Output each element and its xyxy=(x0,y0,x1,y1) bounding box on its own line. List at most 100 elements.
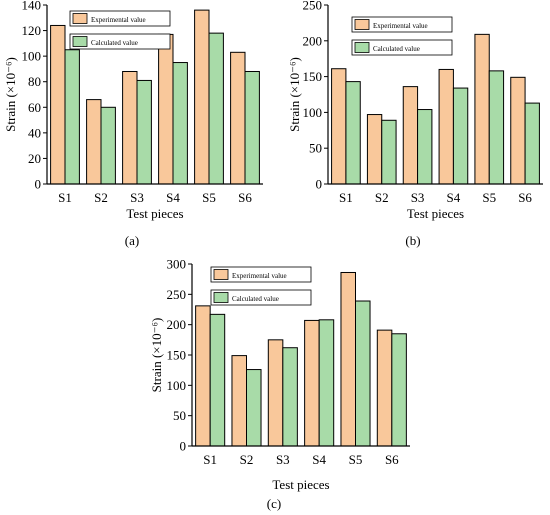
chart-1-y-tick-label: 200 xyxy=(303,33,323,48)
chart-0-x-tick-label: S1 xyxy=(58,190,72,205)
chart-0-legend: Experimental value Calculated value xyxy=(69,10,171,50)
chart-2-bar-s3-calculated xyxy=(282,347,298,447)
chart-2-y-tick-label: 150 xyxy=(167,348,187,363)
chart-0-y-tick-label: 40 xyxy=(28,125,41,140)
chart-2-x-tick-label: S6 xyxy=(385,452,399,467)
chart-1-y-tick-label: 0 xyxy=(316,177,323,192)
chart-2-y-tick-label: 100 xyxy=(167,378,187,393)
chart-1-y-tick-label: 250 xyxy=(303,0,323,13)
chart-1-x-tick-label: S4 xyxy=(447,190,461,205)
chart-2-bar-s2-calculated xyxy=(246,369,262,447)
chart-2-bar-s1-calculated xyxy=(209,313,226,447)
chart-1-bar-s6-experimental xyxy=(510,76,526,185)
chart-1-x-tick-label: S5 xyxy=(482,190,496,205)
chart-0-x-tick-label: S6 xyxy=(238,190,252,205)
chart-2-x-tick-label: S1 xyxy=(203,452,217,467)
chart-1-bar-s1-calculated xyxy=(345,81,361,185)
chart-1-bar-s4-calculated xyxy=(452,87,469,185)
chart-0-bar-s1-calculated xyxy=(64,49,80,185)
chart-1-legend-label-calculated: Calculated value xyxy=(373,45,420,53)
chart-2-x-tick-label: S3 xyxy=(276,452,290,467)
chart-0-legend-swatch-experimental xyxy=(72,13,88,24)
chart-2-legend-label-experimental: Experimental value xyxy=(232,272,287,280)
chart-0-bar-s1-experimental xyxy=(50,24,66,185)
chart-0-legend-label-experimental: Experimental value xyxy=(91,16,146,24)
chart-1-y-tick-label: 150 xyxy=(303,69,323,84)
chart-1-x-tick-label: S1 xyxy=(339,190,353,205)
chart-0-bar-s4-experimental xyxy=(158,33,174,185)
chart-1-x-tick-label: S6 xyxy=(518,190,532,205)
chart-0-x-tick-label: S4 xyxy=(166,190,180,205)
chart-0-y-tick-label: 60 xyxy=(28,100,41,115)
chart-2-legend-swatch-calculated xyxy=(213,292,229,303)
chart-2-bar-s6-calculated xyxy=(391,333,407,447)
chart-2-bar-s6-experimental xyxy=(376,329,393,447)
chart-2-bar-s4-experimental xyxy=(304,319,320,447)
chart-2-legend-box xyxy=(210,289,312,306)
chart-1-legend: Experimental value Calculated value xyxy=(351,16,453,56)
chart-2-x-tick-label: S5 xyxy=(349,452,363,467)
chart-2-bar-s4-calculated xyxy=(318,319,335,447)
chart-2-y-axis-label: Strain (×10⁻⁶) xyxy=(149,318,164,393)
chart-0-y-tick-label: 20 xyxy=(28,151,41,166)
chart-0-y-axis-label: Strain (×10⁻⁶) xyxy=(3,57,18,132)
chart-1-bar-s1-experimental xyxy=(331,68,347,185)
chart-1-legend-label-experimental: Experimental value xyxy=(373,22,428,30)
chart-0-bar-s6-experimental xyxy=(230,51,246,185)
chart-2-x-tick-label: S4 xyxy=(312,452,326,467)
chart-2-x-tick-label: S2 xyxy=(240,452,254,467)
chart-0-legend-label-calculated: Calculated value xyxy=(91,39,138,47)
chart-2-y-tick-label: 0 xyxy=(180,439,187,454)
chart-2-bar-s5-calculated xyxy=(355,300,371,447)
chart-0-bar-s3-calculated xyxy=(136,79,152,185)
chart-0-bar-s2-calculated xyxy=(100,106,116,185)
chart-1-x-tick-label: S3 xyxy=(411,190,425,205)
chart-1-bar-s3-experimental xyxy=(402,86,419,185)
chart-2-bar-s1-experimental xyxy=(195,305,211,447)
chart-0-y-tick-label: 120 xyxy=(22,23,42,38)
chart-1-y-axis-label: Strain (×10⁻⁶) xyxy=(287,57,302,132)
chart-2-legend: Experimental value Calculated value xyxy=(210,266,312,306)
chart-1-legend-swatch-experimental xyxy=(354,19,370,30)
chart-1-legend-box xyxy=(351,16,453,33)
chart-2-legend-swatch-experimental xyxy=(213,269,229,280)
chart-0-bar-s5-experimental xyxy=(194,9,210,185)
chart-0-bar-s3-experimental xyxy=(122,70,138,185)
chart-0-x-axis-label: Test pieces xyxy=(126,206,183,221)
chart-2-y-tick-label: 50 xyxy=(173,408,186,423)
chart-1-y-tick-label: 100 xyxy=(303,105,323,120)
chart-0-y-tick-label: 80 xyxy=(28,74,41,89)
chart-0-x-tick-label: S3 xyxy=(130,190,144,205)
chart-0-bar-s5-calculated xyxy=(208,32,224,185)
chart-1-bar-s4-experimental xyxy=(438,68,454,185)
chart-2-y-tick-label: 200 xyxy=(167,317,187,332)
chart-2-legend-box xyxy=(210,266,312,283)
chart-1-x-tick-label: S2 xyxy=(375,190,389,205)
chart-1-legend-box xyxy=(351,39,453,56)
chart-2: S1 S2 S3 S4 S5 S6 0 50 100 150 200 250 300 Strain (×1… xyxy=(149,257,410,511)
chart-1-bar-s2-calculated xyxy=(381,119,397,185)
chart-0-bar-s2-experimental xyxy=(86,99,102,185)
chart-0-bar-s4-calculated xyxy=(172,62,188,185)
chart-2-bar-s5-experimental xyxy=(340,271,357,447)
chart-1-x-axis-label: Test pieces xyxy=(407,206,464,221)
chart-0: S1 S2 S3 S4 S5 S6 0 20 40 60 80 100 120 140 Strain (×1… xyxy=(3,0,263,248)
chart-0-legend-swatch-calculated xyxy=(72,36,88,47)
chart-2-legend-label-calculated: Calculated value xyxy=(232,295,279,303)
chart-0-y-tick-label: 100 xyxy=(22,49,42,64)
chart-0-x-tick-label: S5 xyxy=(202,190,216,205)
chart-1-bar-s3-calculated xyxy=(417,109,433,185)
chart-0-x-tick-label: S2 xyxy=(94,190,108,205)
chart-1-bar-s5-calculated xyxy=(488,70,505,185)
chart-2-bar-s3-experimental xyxy=(267,339,284,447)
chart-2-bar-s2-experimental xyxy=(231,355,248,447)
chart-2-y-tick-label: 250 xyxy=(167,287,187,302)
chart-1: S1 S2 S3 S4 S5 S6 0 50 100 150 200 250 Strain (×10⁻⁶… xyxy=(287,0,543,248)
chart-1-bar-s2-experimental xyxy=(366,114,383,185)
chart-0-bar-s6-calculated xyxy=(244,70,260,185)
chart-0-panel-label: (a) xyxy=(125,233,139,248)
chart-0-y-tick-label: 0 xyxy=(35,177,42,192)
chart-0-y-tick-label: 140 xyxy=(22,0,42,13)
chart-2-y-tick-label: 300 xyxy=(167,257,187,272)
